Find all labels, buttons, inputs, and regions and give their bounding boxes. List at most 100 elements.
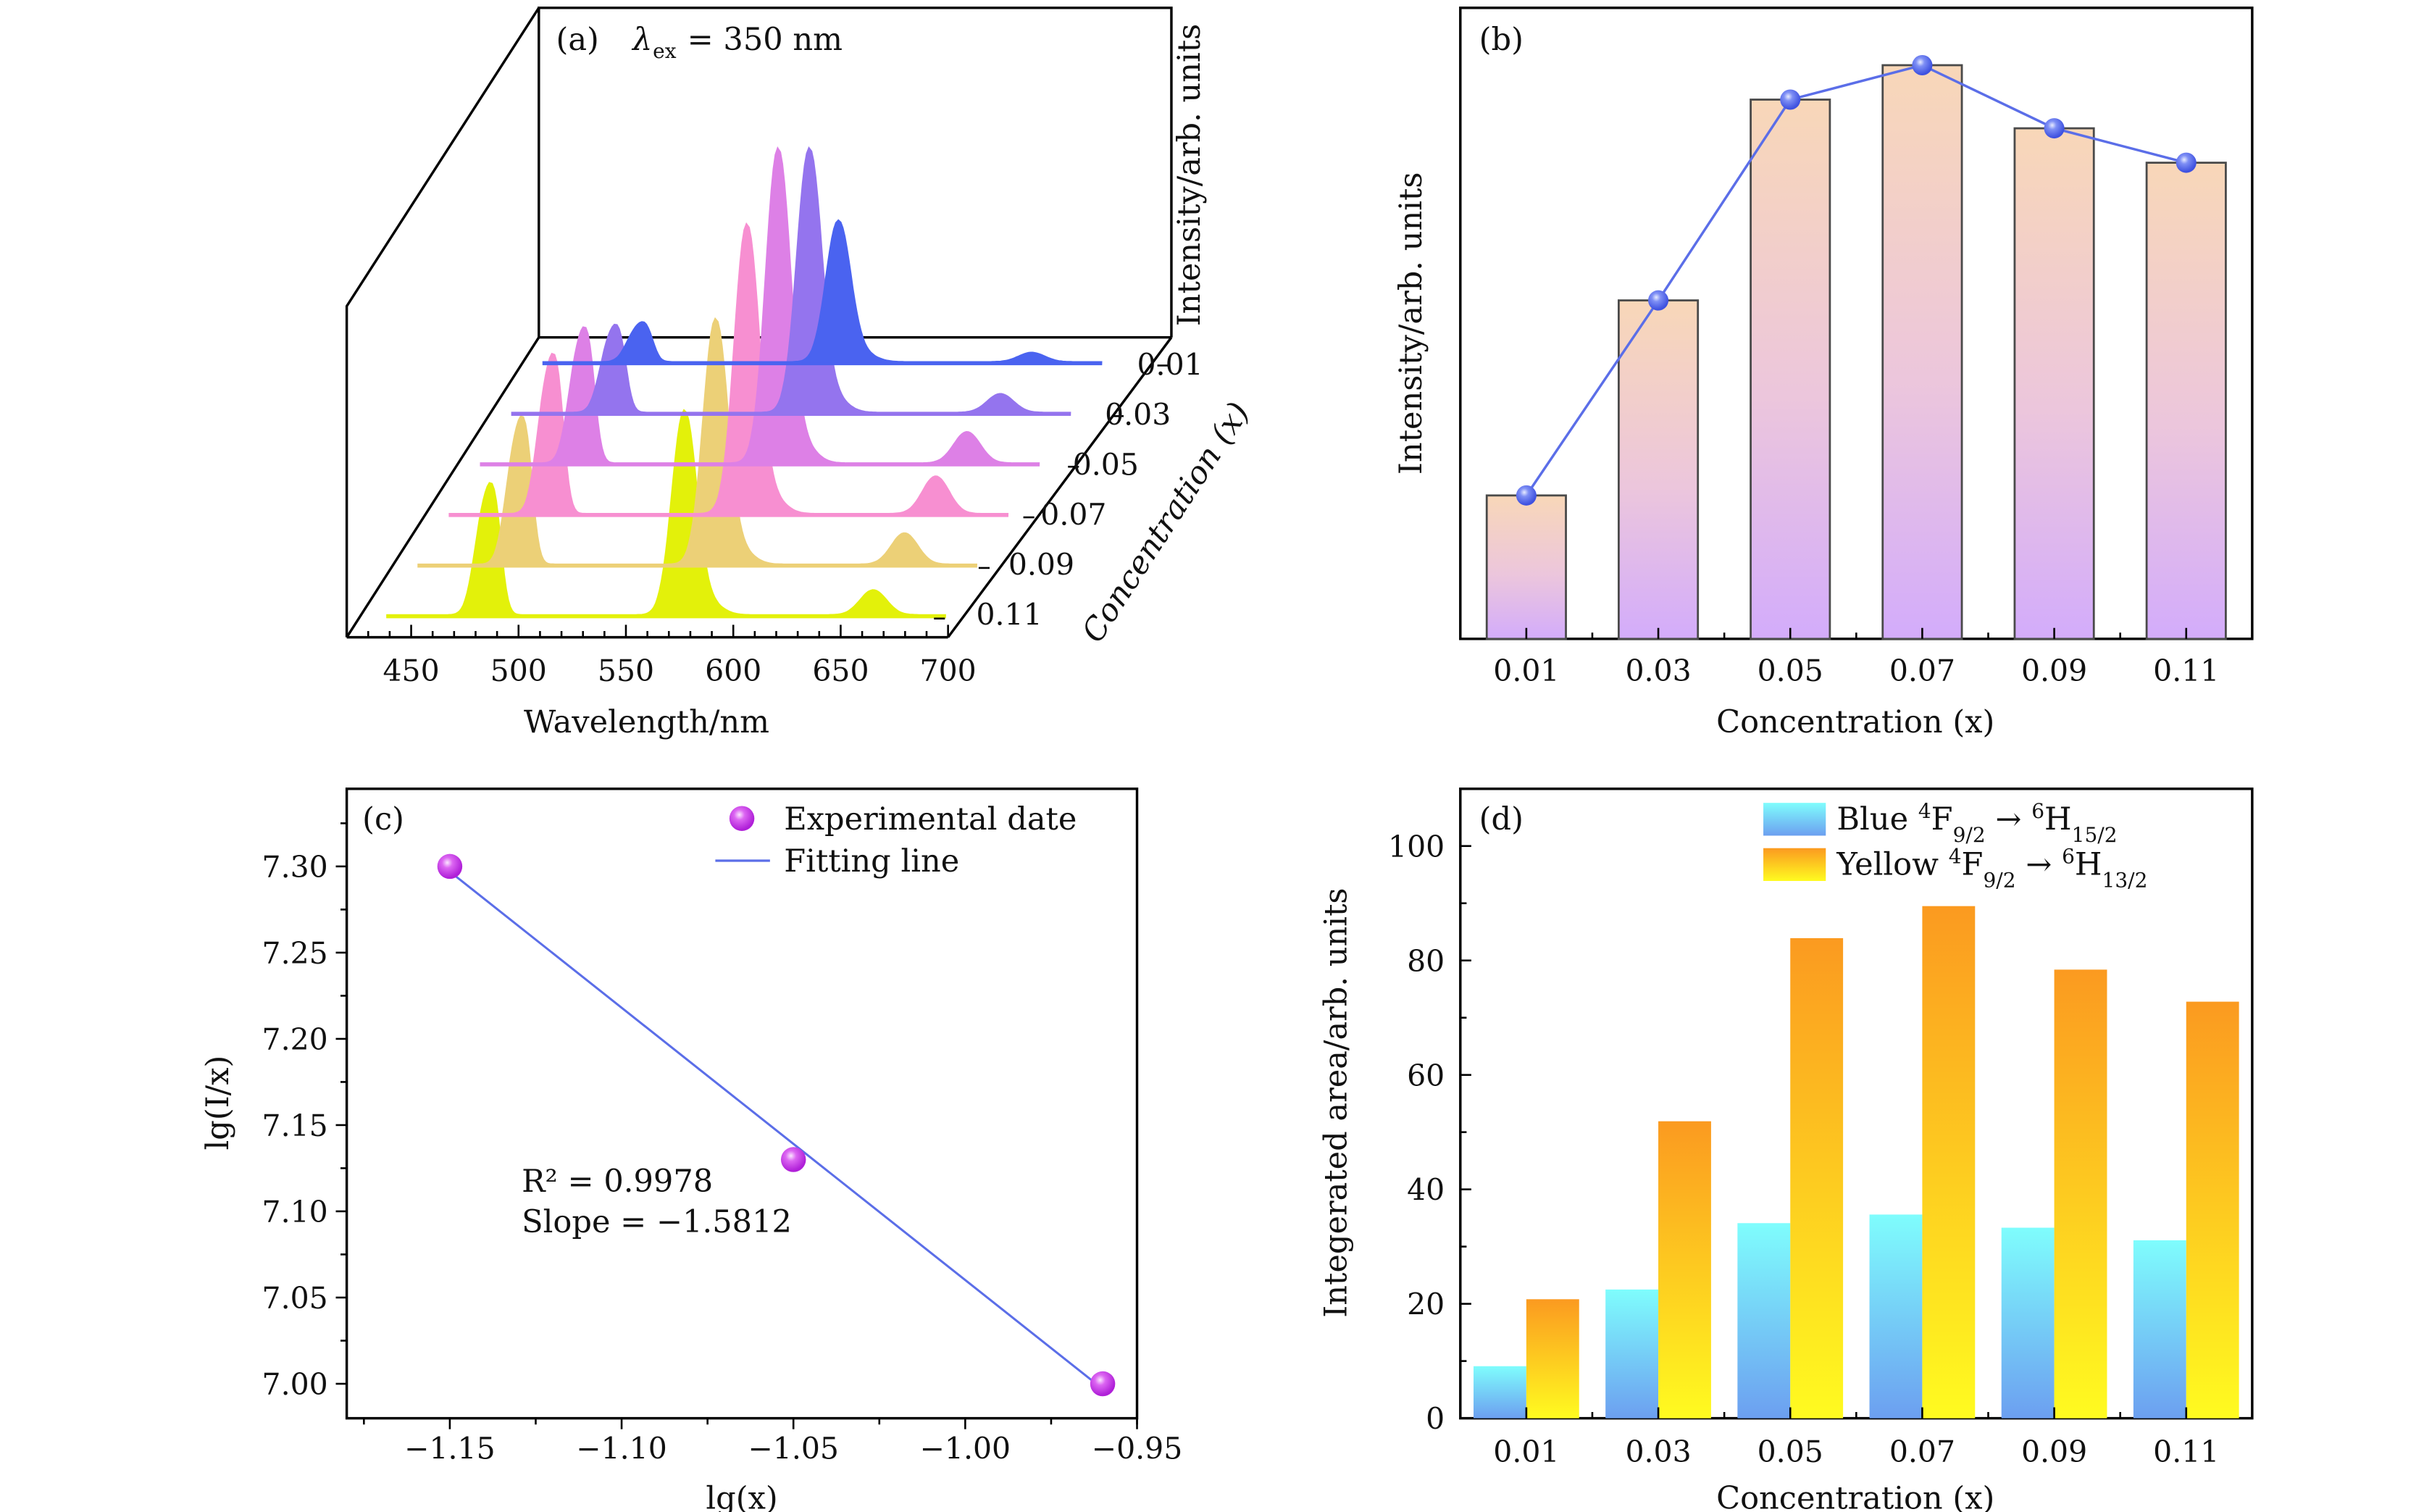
spectrum-0.11 [386,409,946,619]
legend-fitting: Fitting line [784,843,959,880]
x-axis-label-a: Wavelength/nm [524,704,769,740]
z-tick-label-a: 0.03 [1105,397,1171,432]
x-tick-label-b: 0.11 [2153,653,2219,688]
x-axis-label-d: Concentration (x) [1716,1481,1994,1512]
trend-line-b [1525,64,2187,496]
panel-a-label: (a) [556,22,599,58]
annotation-slope: Slope = −1.5812 [522,1204,792,1240]
bar-blue-0.05 [1737,1223,1791,1419]
bar-yellow-0.01 [1526,1299,1579,1419]
legend-experimental: Experimental date [784,801,1077,838]
panel-c: −1.15 −1.10 −1.05 −1.00 −0.95 7.00 7.05 7.10 7.1… [200,788,1183,1512]
y-tick-label-d: 100 [1388,830,1445,864]
data-point-c [437,853,463,880]
y-tick-label-d: 60 [1407,1058,1445,1093]
x-axis-label-c: lg(x) [706,1481,777,1512]
data-point-b-0.07 [1912,54,1933,76]
x-tick-label-a: 700 [920,653,977,688]
bar-0.05 [1750,99,1831,640]
x-tick-label-a: 650 [812,653,869,688]
x-tick-label-a: 500 [490,653,547,688]
x-tick-label-c: −1.15 [404,1432,496,1466]
bar-0.09 [2013,127,2095,640]
bar-0.07 [1881,64,1963,640]
bar-blue-0.09 [2001,1227,2055,1419]
bar-yellow-0.11 [2186,1001,2239,1419]
data-point-b-0.05 [1780,89,1801,110]
y-tick-label-c: 7.10 [262,1195,328,1229]
z-tick-label-a: 0.01 [1137,347,1203,382]
y-tick-label-c: 7.15 [262,1108,328,1143]
data-point-b-0.11 [2176,152,2197,173]
x-tick-label-c: −0.95 [1092,1432,1183,1466]
x-tick-label-c: −1.10 [576,1432,667,1466]
back-wall-frame [538,7,1173,338]
panel-b-label: (b) [1479,22,1524,58]
x-tick-label-a: 600 [705,653,761,688]
y-tick-label-d: 80 [1407,944,1445,979]
x-tick-label-b: 0.01 [1493,653,1559,688]
x-tick-label-b: 0.03 [1625,653,1691,688]
bar-yellow-0.05 [1790,937,1844,1419]
x-tick-label-c: −1.00 [920,1432,1011,1466]
bar-0.01 [1485,494,1567,640]
y-tick-label-d: 0 [1426,1402,1445,1437]
y-tick-label-c: 7.25 [262,936,328,971]
y-tick-label-c: 7.30 [262,850,328,885]
x-tick-label-a: 450 [383,653,439,688]
z-tick-label-a: 0.07 [1040,497,1106,532]
left-wall-frame [345,7,540,638]
x-tick-label-d: 0.03 [1625,1434,1691,1469]
legend-swatch-blue [1763,803,1826,836]
y-tick-label-c: 7.00 [262,1367,328,1402]
x-tick-label-d: 0.11 [2153,1434,2219,1469]
panel-b: 0.01 0.03 0.05 0.07 0.09 0.11 (b) Concentrati… [1393,7,2254,740]
bar-yellow-0.03 [1658,1121,1711,1419]
z-tick-label-a: 0.09 [1008,547,1074,582]
x-tick-label-a: 550 [598,653,654,688]
x-tick-label-d: 0.09 [2021,1434,2087,1469]
bar-0.11 [2145,162,2227,640]
y-tick-label-c: 7.05 [262,1281,328,1316]
panel-c-label: (c) [362,801,404,838]
spectrum-0.07 [448,222,1009,517]
panel-a: 450 500 550 600 650 700 0.11 0.09 0.07 0.05 0.03 0… [345,7,1257,740]
z-tick-label-a: 0.11 [976,597,1042,632]
bar-blue-0.07 [1869,1214,1923,1419]
plot-frame-b [1459,7,2254,640]
annotation-value: = 350 nm [688,22,843,58]
x-tick-label-b: 0.09 [2021,653,2087,688]
bar-blue-0.03 [1605,1289,1659,1419]
x-tick-label-b: 0.05 [1758,653,1823,688]
x-tick-label-d: 0.07 [1889,1434,1955,1469]
data-point-c [1090,1371,1116,1397]
plot-frame-c [345,788,1139,1420]
annotation-r2: R² = 0.9978 [522,1164,713,1200]
x-tick-label-d: 0.05 [1758,1434,1823,1469]
spectrum-0.01 [542,219,1103,366]
annotation-lambda-sub: ex [653,39,677,63]
y-axis-label-a: Intensity/arb. units [1171,24,1208,327]
y-axis-label-d: Integerated area/arb. units [1318,887,1354,1317]
panel-d-label: (d) [1479,801,1524,838]
panel-d: 0.01 0.03 0.05 0.07 0.09 0.11 0 20 40 60 80 100 (d)… [1318,788,2254,1512]
legend-marker-experimental [729,806,755,831]
annotation-lambda: λ [631,22,652,58]
legend-yellow: Yellow 4F9/2 → 6H13/2 [1836,844,2147,892]
data-point-b-0.01 [1516,485,1537,506]
z-axis-a [947,336,1173,638]
y-axis-label-b: Intensity/arb. units [1393,172,1429,475]
bar-yellow-0.09 [2054,969,2107,1419]
spectrum-0.09 [417,317,978,568]
x-tick-label-b: 0.07 [1889,653,1955,688]
bar-blue-0.01 [1474,1366,1526,1419]
y-tick-label-d: 40 [1407,1173,1445,1208]
spectrum-0.05 [480,146,1040,467]
y-tick-label-c: 7.20 [262,1022,328,1057]
data-point-c [780,1147,806,1172]
bar-yellow-0.07 [1922,906,1976,1419]
data-point-b-0.09 [2044,118,2065,139]
y-tick-label-d: 20 [1407,1287,1445,1322]
bar-blue-0.11 [2133,1240,2186,1419]
